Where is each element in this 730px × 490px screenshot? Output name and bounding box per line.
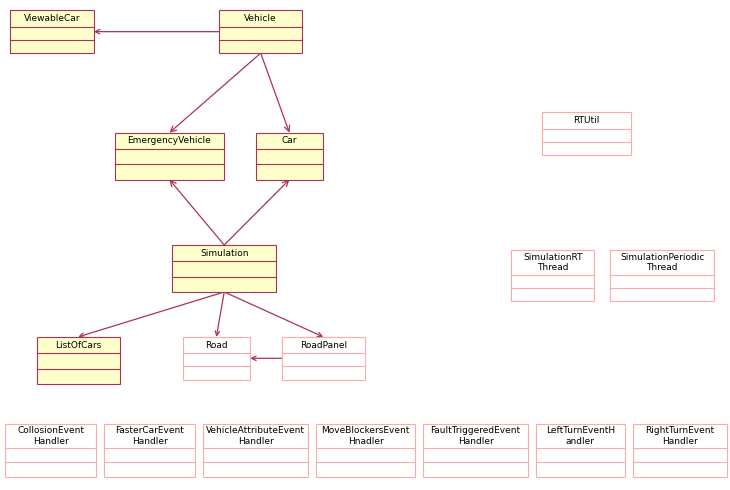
Bar <box>423 424 528 477</box>
Bar <box>172 245 277 292</box>
Bar <box>610 250 715 301</box>
Text: ListOfCars: ListOfCars <box>55 341 101 349</box>
Bar <box>536 424 625 477</box>
Text: LeftTurnEventH
andler: LeftTurnEventH andler <box>546 426 615 445</box>
Bar <box>36 337 120 384</box>
Text: RoadPanel: RoadPanel <box>300 341 347 349</box>
Text: RightTurnEvent
Handler: RightTurnEvent Handler <box>645 426 715 445</box>
Text: MoveBlockersEvent
Hnadler: MoveBlockersEvent Hnadler <box>321 426 410 445</box>
Text: EmergencyVehicle: EmergencyVehicle <box>128 136 212 146</box>
Bar <box>104 424 195 477</box>
Bar <box>255 133 323 180</box>
Text: Road: Road <box>205 341 228 349</box>
Bar <box>633 424 727 477</box>
Bar <box>204 424 307 477</box>
Bar <box>282 337 365 380</box>
Bar <box>219 10 302 53</box>
Text: Simulation: Simulation <box>200 248 248 258</box>
Bar <box>182 337 250 380</box>
Text: SimulationPeriodic
Thread: SimulationPeriodic Thread <box>620 253 704 272</box>
Bar <box>5 424 96 477</box>
Text: SimulationRT
Thread: SimulationRT Thread <box>523 253 583 272</box>
Text: Vehicle: Vehicle <box>245 14 277 23</box>
Bar <box>542 112 631 155</box>
Bar <box>511 250 594 301</box>
Bar <box>10 10 94 53</box>
Text: RTUtil: RTUtil <box>574 116 600 125</box>
Text: ViewableCar: ViewableCar <box>24 14 80 23</box>
Bar <box>115 133 224 180</box>
Text: CollosionEvent
Handler: CollosionEvent Handler <box>17 426 84 445</box>
Text: VehicleAttributeEvent
Handler: VehicleAttributeEvent Handler <box>206 426 305 445</box>
Text: Car: Car <box>282 136 297 146</box>
Bar <box>316 424 415 477</box>
Text: FasterCarEvent
Handler: FasterCarEvent Handler <box>115 426 184 445</box>
Text: FaultTriggeredEvent
Handler: FaultTriggeredEvent Handler <box>431 426 520 445</box>
